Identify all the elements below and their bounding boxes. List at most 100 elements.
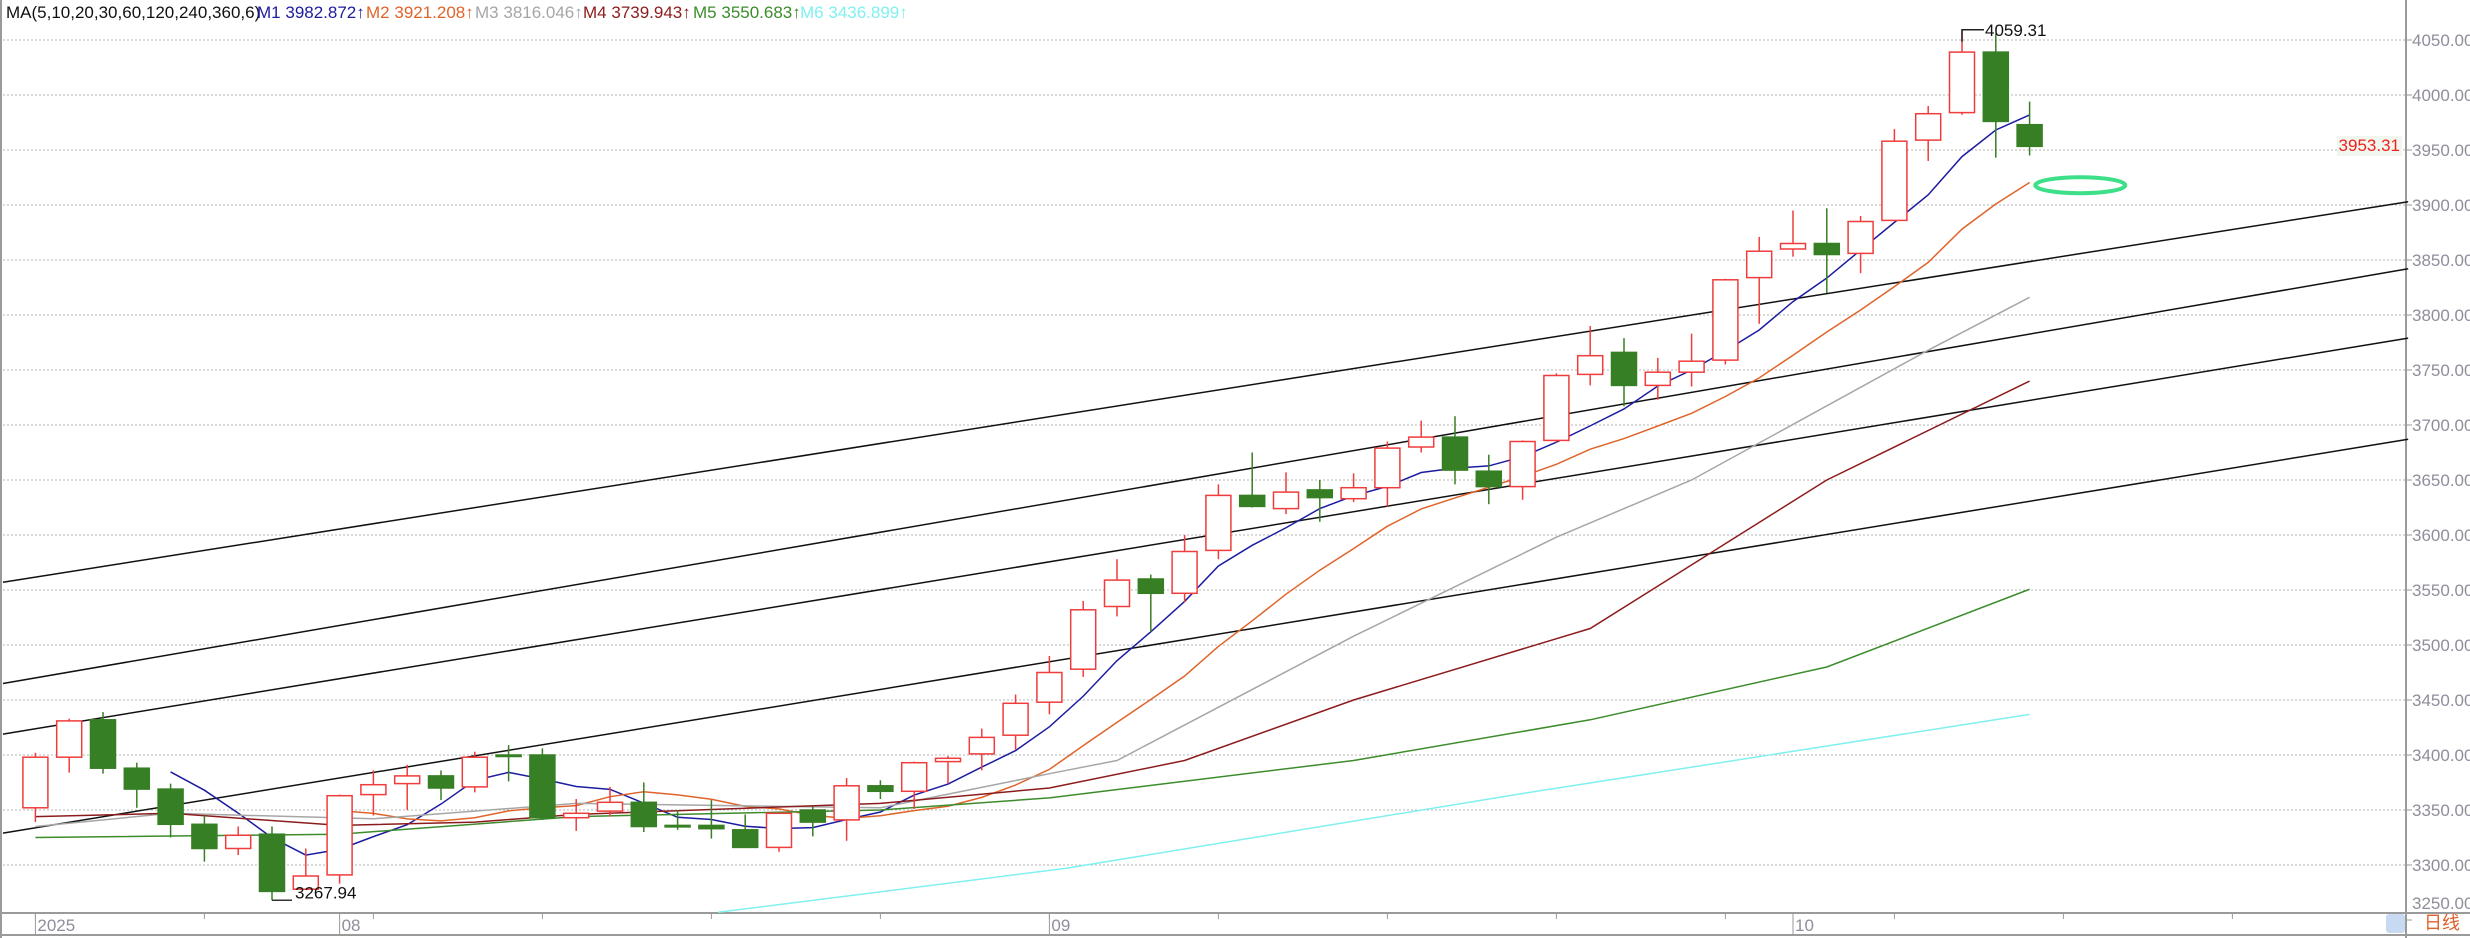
scrollbar-thumb[interactable] (2386, 914, 2405, 933)
candle-up (1205, 484, 1232, 560)
ma-legend-title: MA(5,10,20,30,60,120,240,360,6) (6, 3, 261, 22)
candle-up (1847, 216, 1874, 274)
legend-m4: M4 3739.943↑ (583, 3, 691, 23)
candle-body (664, 824, 691, 828)
legend-m5: M5 3550.683↑ (693, 3, 801, 23)
candle-body (1340, 486, 1367, 500)
x-tick-label: 10 (1795, 916, 1814, 935)
candle-body (799, 809, 827, 823)
candle-body (1103, 579, 1131, 608)
candle-down (867, 780, 894, 799)
candle-body (55, 720, 83, 758)
candle-body (867, 785, 894, 793)
candle-up (1644, 357, 1672, 400)
candle-body (1610, 351, 1638, 387)
y-tick-label: 3750.00 (2412, 361, 2470, 380)
candle-body (1948, 51, 1976, 114)
candle-body (191, 823, 218, 850)
candle-body (461, 756, 489, 788)
candle-up (833, 778, 860, 841)
candle-body (292, 875, 320, 890)
candle-body (698, 824, 725, 830)
legend-m2-label: M2 (366, 3, 390, 22)
candle-up (1407, 420, 1435, 453)
candle-down (1475, 454, 1503, 505)
candle-up (900, 761, 928, 809)
candle-down (157, 783, 184, 838)
candle-body (157, 788, 184, 826)
ma-line-m3 (35, 296, 2030, 828)
candle-up (22, 752, 49, 823)
candle-up (1712, 278, 1739, 365)
candle-body (1644, 371, 1672, 387)
legend-m5-value: 3550.683↑ (721, 3, 801, 22)
candle-body (360, 783, 387, 796)
candle-up (562, 799, 590, 831)
candle-body (1745, 250, 1773, 279)
y-tick-label: 3800.00 (2412, 306, 2470, 325)
candle-body (1407, 436, 1435, 448)
legend-m3-label: M3 (475, 3, 499, 22)
y-tick-label: 3700.00 (2412, 416, 2470, 435)
candle-down (427, 770, 455, 801)
last-price-label: 3953.31 (2336, 136, 2402, 156)
candle-body (1847, 220, 1874, 255)
candle-up (326, 794, 353, 884)
candle-body (1205, 494, 1232, 552)
candle-up (1678, 333, 1705, 387)
y-tick-label: 3900.00 (2412, 196, 2470, 215)
candle-body (393, 775, 421, 785)
candle-down (1610, 338, 1638, 407)
candle-body (630, 801, 658, 828)
legend-m1: M1 3982.872↑ (257, 3, 365, 23)
candle-body (596, 801, 624, 812)
candle-body (1712, 279, 1739, 361)
candle-up (1509, 440, 1536, 500)
candle-down (1813, 208, 1841, 293)
candle-body (934, 757, 962, 763)
y-tick-label: 3300.00 (2412, 856, 2470, 875)
y-tick-label: 3950.00 (2412, 141, 2470, 160)
candle-down (191, 815, 218, 862)
candle-body (2016, 123, 2043, 148)
candle-down (1982, 33, 2010, 158)
candle-body (968, 736, 996, 755)
candle-up (1543, 373, 1570, 443)
candle-body (1002, 702, 1029, 736)
candle-body (900, 761, 928, 793)
candle-up (968, 728, 996, 771)
candle-body (1678, 360, 1705, 373)
candle-down (698, 800, 725, 839)
candle-up (292, 848, 320, 890)
candle-up (934, 756, 962, 784)
x-tick-label: 09 (1051, 916, 1070, 935)
candle-up (1272, 472, 1300, 515)
candle-up (765, 812, 793, 852)
y-tick-label: 4050.00 (2412, 31, 2470, 50)
candle-body (1813, 242, 1841, 256)
y-tick-label: 3350.00 (2412, 801, 2470, 820)
trendline (2, 200, 2409, 584)
candle-up (1745, 236, 1773, 324)
candle-up (1576, 326, 1604, 386)
candle-body (224, 834, 252, 850)
candle-body (1441, 436, 1469, 471)
period-label[interactable]: 日线 (2424, 913, 2460, 934)
candle-up (1374, 441, 1401, 507)
candle-body (1779, 242, 1807, 250)
high-annotation-label: 4059.31 (1985, 21, 2046, 40)
candle-body (258, 833, 286, 893)
candle-up (1948, 29, 1976, 115)
candle-down (664, 810, 691, 830)
candle-body (529, 754, 556, 819)
candle-up (393, 764, 421, 810)
legend-m6: M6 3436.899↑ (800, 3, 908, 23)
ma-line-m5 (35, 588, 2030, 839)
candle-down (1238, 452, 1266, 508)
candle-up (461, 751, 489, 793)
candle-up (1002, 694, 1029, 750)
candle-down (529, 748, 556, 820)
legend-m3-value: 3816.046↑ (503, 3, 583, 22)
candle-body (1306, 489, 1334, 499)
